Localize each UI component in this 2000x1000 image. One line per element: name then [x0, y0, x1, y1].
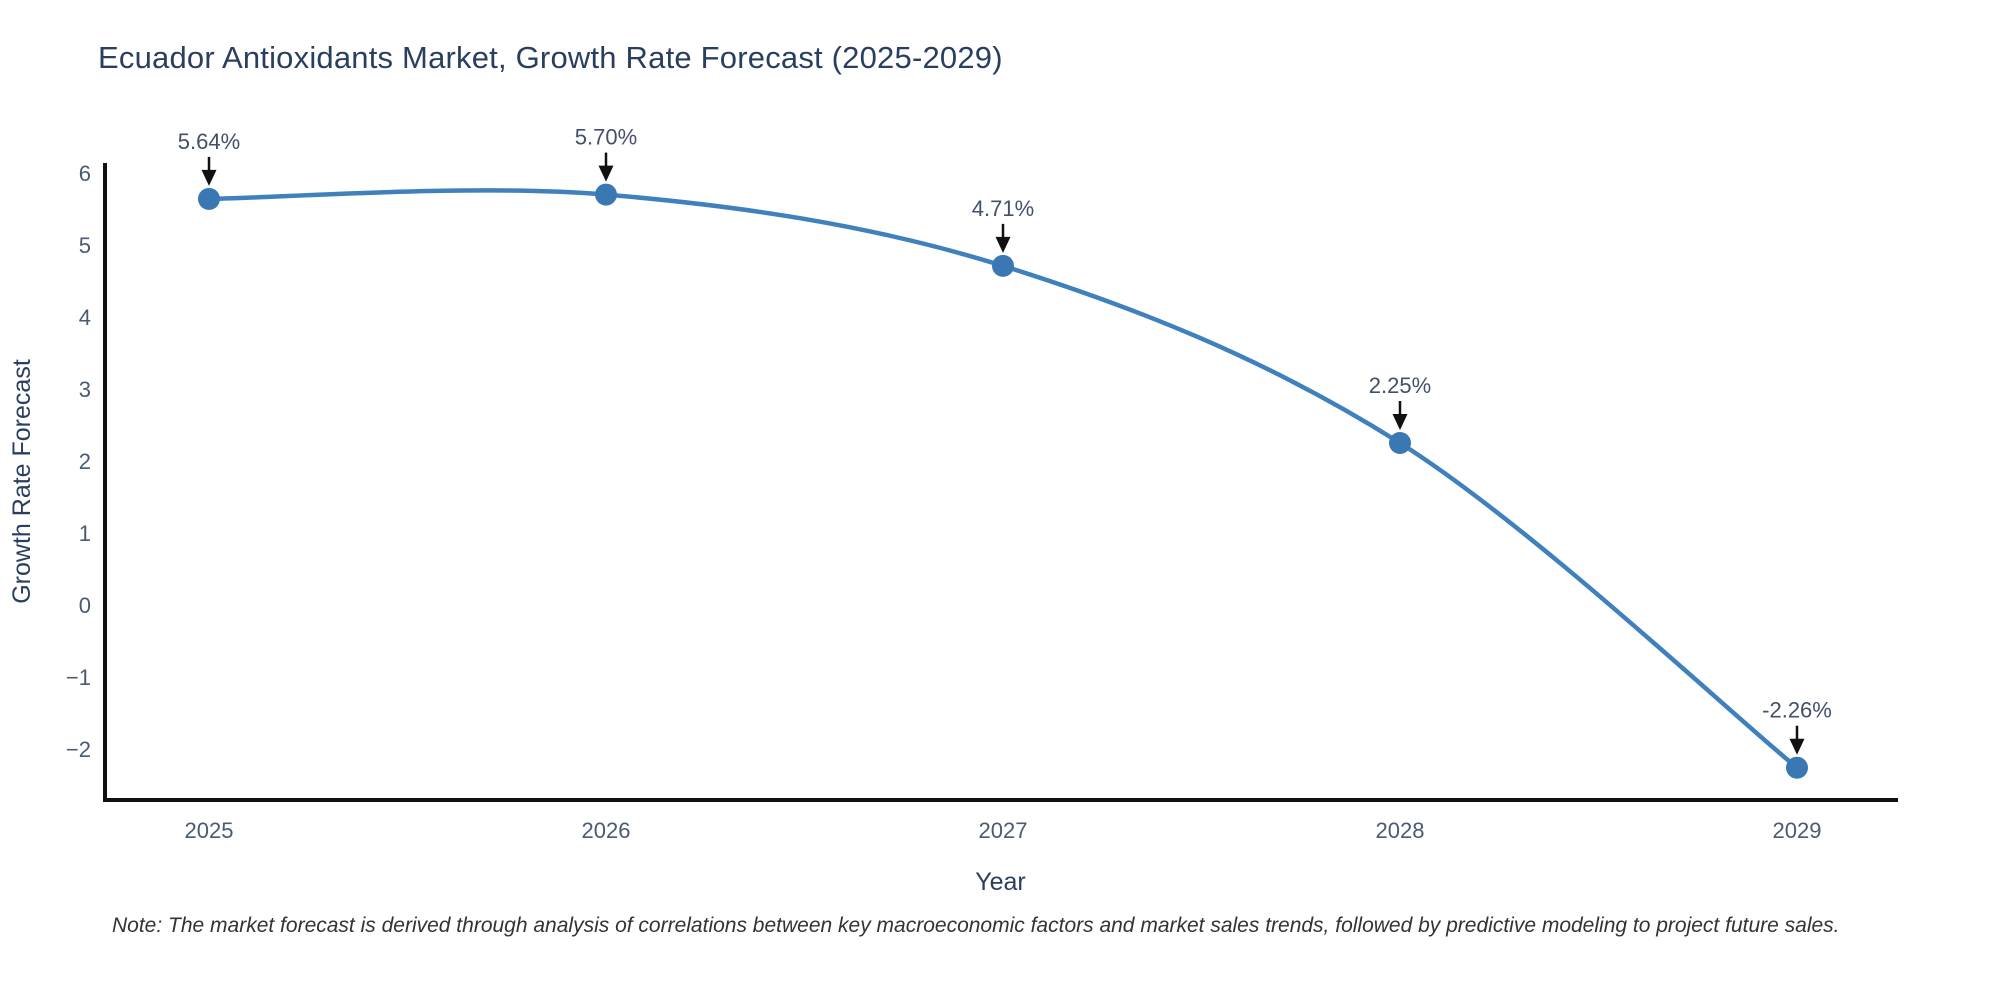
x-tick-label-2026: 2026: [582, 818, 631, 843]
y-tick-label-2: 2: [79, 449, 91, 474]
annotation-arrow-head: [201, 169, 217, 186]
annotation-arrow-head: [1392, 414, 1408, 430]
x-tick-label-2028: 2028: [1376, 818, 1425, 843]
annotation-label-2029: -2.26%: [1762, 698, 1832, 723]
annotation-label-2028: 2.25%: [1369, 373, 1431, 398]
forecast-line: [206, 188, 1800, 770]
annotation-arrow-head: [1789, 738, 1805, 755]
data-point-2026: [595, 183, 617, 206]
annotation-label-2027: 4.71%: [972, 196, 1034, 221]
x-tick-label-2029: 2029: [1773, 818, 1822, 843]
y-tick-label-3: 3: [79, 377, 91, 402]
y-tick-label-0: 0: [79, 593, 91, 618]
y-axis-title: Growth Rate Forecast: [8, 359, 36, 604]
y-tick-label-1: 1: [79, 521, 91, 546]
data-point-2029: [1786, 756, 1808, 779]
data-point-2025: [198, 187, 220, 210]
annotation-arrow-head: [995, 236, 1011, 253]
x-axis-title: Year: [975, 868, 1026, 896]
annotation-arrow-head: [598, 165, 614, 182]
y-tick-label--2: −2: [66, 737, 91, 762]
x-tick-label-2027: 2027: [979, 818, 1028, 843]
y-tick-label-6: 6: [79, 161, 91, 186]
annotation-label-2025: 5.64%: [178, 129, 240, 154]
y-tick-label-5: 5: [79, 233, 91, 258]
annotation-label-2026: 5.70%: [575, 125, 637, 150]
y-tick-label--1: −1: [66, 665, 91, 690]
data-point-2027: [992, 254, 1014, 277]
chart-title: Ecuador Antioxidants Market, Growth Rate…: [98, 40, 1003, 75]
x-tick-label-2025: 2025: [185, 818, 234, 843]
y-tick-label-4: 4: [79, 305, 91, 330]
footnote: Note: The market forecast is derived thr…: [112, 914, 1840, 937]
data-point-2028: [1389, 432, 1411, 454]
